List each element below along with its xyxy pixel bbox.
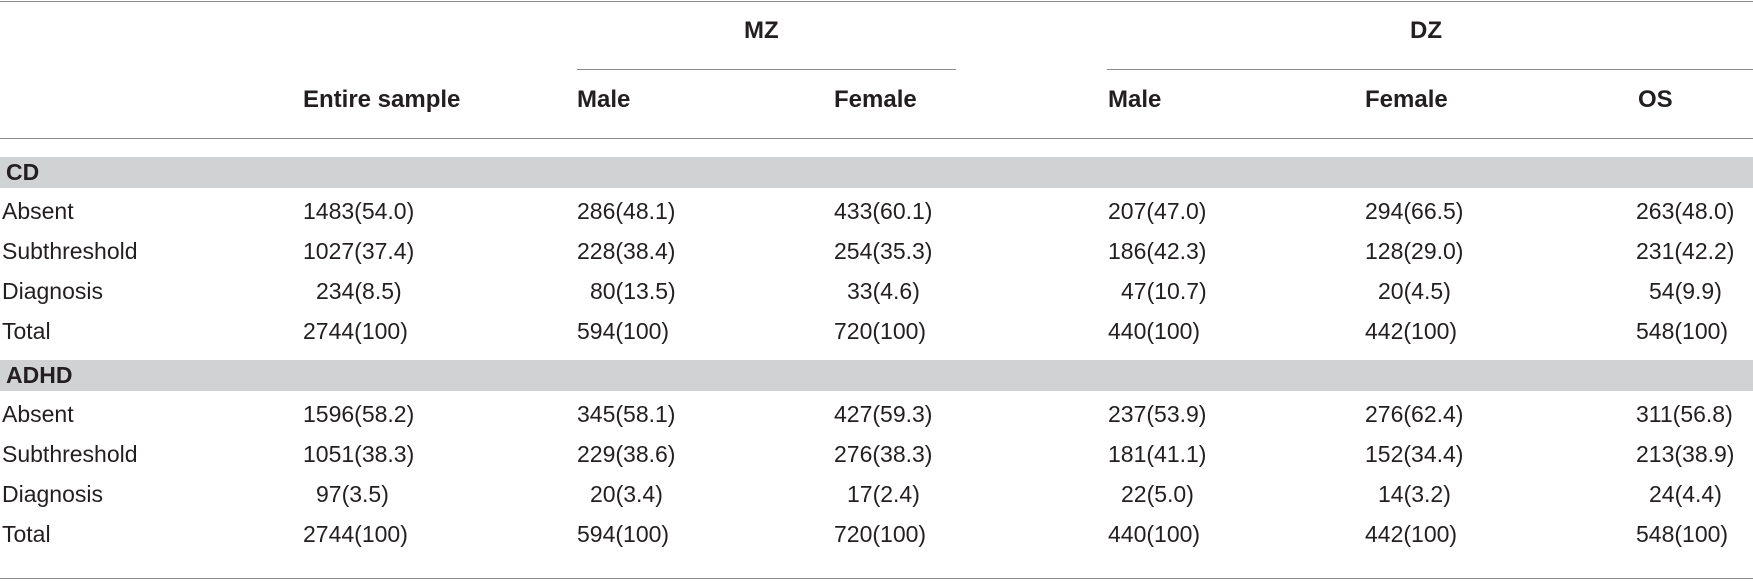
header-bottom-rule [0, 138, 1753, 139]
group-header-mz: MZ [744, 17, 779, 44]
table-row: Total 2744(100) 594(100) 720(100) 440(10… [0, 311, 1753, 351]
cell-mz-female: 433(60.1) [834, 198, 933, 224]
cell-dz-female: 276(62.4) [1365, 401, 1464, 427]
row-label: Total [2, 521, 51, 547]
group-rule-mz [577, 69, 956, 70]
table-top-rule [0, 1, 1753, 2]
cell-mz-female: 427(59.3) [834, 401, 933, 427]
table-bottom-rule [0, 578, 1753, 579]
row-label: Subthreshold [2, 441, 138, 467]
table-row: Subthreshold 1051(38.3) 229(38.6) 276(38… [0, 434, 1753, 474]
cell-entire-sample: 234(8.5) [316, 278, 402, 304]
cell-dz-male: 181(41.1) [1108, 441, 1207, 467]
cell-mz-male: 229(38.6) [577, 441, 676, 467]
row-label: Subthreshold [2, 238, 138, 264]
table-row: Diagnosis 234(8.5) 80(13.5) 33(4.6) 47(1… [0, 271, 1753, 311]
cell-entire-sample: 2744(100) [303, 521, 408, 547]
table-row: Absent 1596(58.2) 345(58.1) 427(59.3) 23… [0, 394, 1753, 434]
group-rule-dz [1107, 69, 1753, 70]
section-title: CD [6, 159, 40, 185]
cell-mz-female: 254(35.3) [834, 238, 933, 264]
cell-dz-female: 442(100) [1365, 521, 1458, 547]
cell-dz-female: 442(100) [1365, 318, 1458, 344]
cell-os: 263(48.0) [1636, 198, 1735, 224]
column-header-dz-female: Female [1365, 86, 1448, 113]
cell-entire-sample: 1027(37.4) [303, 238, 415, 264]
cell-mz-female: 17(2.4) [847, 481, 920, 507]
cell-dz-female: 128(29.0) [1365, 238, 1464, 264]
cell-entire-sample: 1483(54.0) [303, 198, 415, 224]
cell-os: 24(4.4) [1649, 481, 1722, 507]
cell-mz-male: 594(100) [577, 318, 670, 344]
cell-dz-male: 22(5.0) [1121, 481, 1194, 507]
cell-mz-female: 720(100) [834, 318, 927, 344]
table-row: Total 2744(100) 594(100) 720(100) 440(10… [0, 514, 1753, 554]
row-label: Diagnosis [2, 481, 103, 507]
cell-entire-sample: 2744(100) [303, 318, 408, 344]
row-label: Absent [2, 198, 74, 224]
column-header-os: OS [1638, 86, 1673, 113]
row-label: Absent [2, 401, 74, 427]
column-header-dz-male: Male [1108, 86, 1162, 113]
cell-dz-female: 20(4.5) [1378, 278, 1451, 304]
cell-os: 311(56.8) [1636, 401, 1733, 427]
cell-os: 548(100) [1636, 318, 1729, 344]
row-label: Total [2, 318, 51, 344]
table-row: Absent 1483(54.0) 286(48.1) 433(60.1) 20… [0, 191, 1753, 231]
table-row: Subthreshold 1027(37.4) 228(38.4) 254(35… [0, 231, 1753, 271]
cell-dz-male: 186(42.3) [1108, 238, 1207, 264]
cell-mz-male: 80(13.5) [590, 278, 676, 304]
cell-dz-male: 237(53.9) [1108, 401, 1207, 427]
group-header-dz: DZ [1410, 17, 1442, 44]
cell-mz-male: 228(38.4) [577, 238, 676, 264]
cell-mz-male: 345(58.1) [577, 401, 676, 427]
column-header-mz-male: Male [577, 86, 631, 113]
cell-mz-female: 33(4.6) [847, 278, 920, 304]
cell-dz-female: 294(66.5) [1365, 198, 1464, 224]
cell-entire-sample: 1596(58.2) [303, 401, 415, 427]
cell-os: 54(9.9) [1649, 278, 1722, 304]
section-band-adhd: ADHD [0, 360, 1753, 391]
cell-dz-female: 152(34.4) [1365, 441, 1464, 467]
table-row: Diagnosis 97(3.5) 20(3.4) 17(2.4) 22(5.0… [0, 474, 1753, 514]
cell-dz-male: 207(47.0) [1108, 198, 1207, 224]
column-header-mz-female: Female [834, 86, 917, 113]
cell-os: 548(100) [1636, 521, 1729, 547]
section-band-cd: CD [0, 157, 1753, 188]
cell-dz-male: 440(100) [1108, 318, 1201, 344]
cell-os: 213(38.9) [1636, 441, 1735, 467]
cell-mz-male: 20(3.4) [590, 481, 663, 507]
cell-mz-male: 594(100) [577, 521, 670, 547]
cell-mz-female: 276(38.3) [834, 441, 933, 467]
cell-entire-sample: 1051(38.3) [303, 441, 415, 467]
cell-dz-male: 47(10.7) [1121, 278, 1207, 304]
cell-os: 231(42.2) [1636, 238, 1735, 264]
column-header-entire-sample: Entire sample [303, 86, 461, 113]
cell-mz-male: 286(48.1) [577, 198, 676, 224]
cell-dz-female: 14(3.2) [1378, 481, 1451, 507]
cell-mz-female: 720(100) [834, 521, 927, 547]
section-title: ADHD [6, 362, 73, 388]
cell-entire-sample: 97(3.5) [316, 481, 389, 507]
row-label: Diagnosis [2, 278, 103, 304]
cell-dz-male: 440(100) [1108, 521, 1201, 547]
